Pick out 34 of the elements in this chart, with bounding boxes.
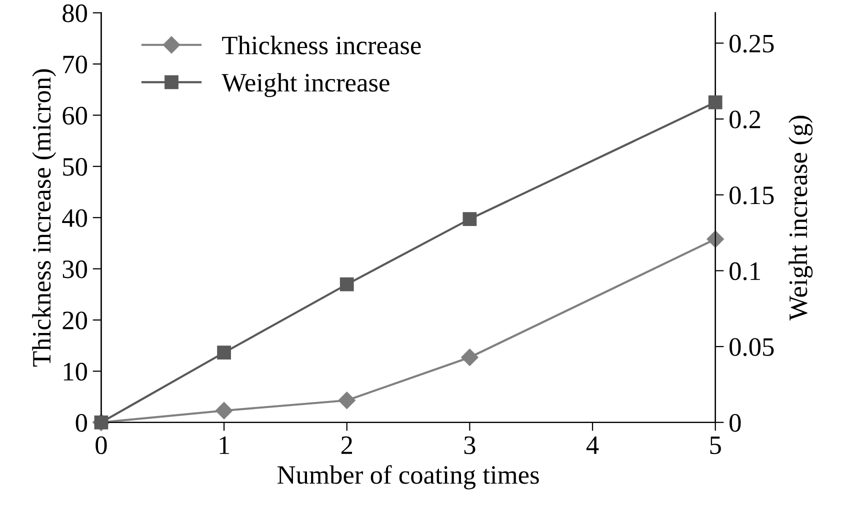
x-tick-label: 0 xyxy=(96,436,107,454)
y-tick-label: 30 xyxy=(62,260,88,278)
y-tick-label: 60 xyxy=(62,106,88,125)
point xyxy=(462,212,477,226)
y2-tick-label: 0.1 xyxy=(730,262,760,280)
x-tick-label: 1 xyxy=(220,436,230,454)
point xyxy=(706,230,724,248)
y2-axis-title: Weight increase (g) xyxy=(788,116,813,321)
y2-tick-label: 0 xyxy=(730,414,741,432)
y2-tick-label: 0.25 xyxy=(730,34,774,53)
point xyxy=(217,346,231,360)
y-tick-label: 0 xyxy=(76,414,88,432)
point xyxy=(338,392,356,409)
y2-tick-label: 0.15 xyxy=(730,186,774,204)
y-tick-label: 20 xyxy=(62,312,88,330)
point xyxy=(461,348,478,366)
y-tick-label: 80 xyxy=(62,4,88,22)
y-tick-label: 70 xyxy=(63,56,88,74)
legend-label: Thickness increase xyxy=(222,36,421,54)
x-tick-label: 3 xyxy=(464,436,476,454)
legend-label: Weight increase xyxy=(222,73,390,98)
x-tick-label: 5 xyxy=(710,436,721,454)
y-tick-label: 50 xyxy=(63,158,88,176)
x-tick-label: 2 xyxy=(341,436,352,454)
point xyxy=(215,402,233,420)
y-axis-title: Thickness increase (micron) xyxy=(32,69,56,367)
y2-tick-label: 0.2 xyxy=(730,110,760,129)
x-tick-label: 4 xyxy=(586,436,599,454)
x-axis-title: Number of coating times xyxy=(277,465,539,490)
y2-tick-label: 0.05 xyxy=(730,338,774,356)
point xyxy=(708,95,722,110)
y-tick-label: 10 xyxy=(64,362,88,381)
point xyxy=(340,277,354,292)
y-tick-label: 40 xyxy=(62,209,88,228)
